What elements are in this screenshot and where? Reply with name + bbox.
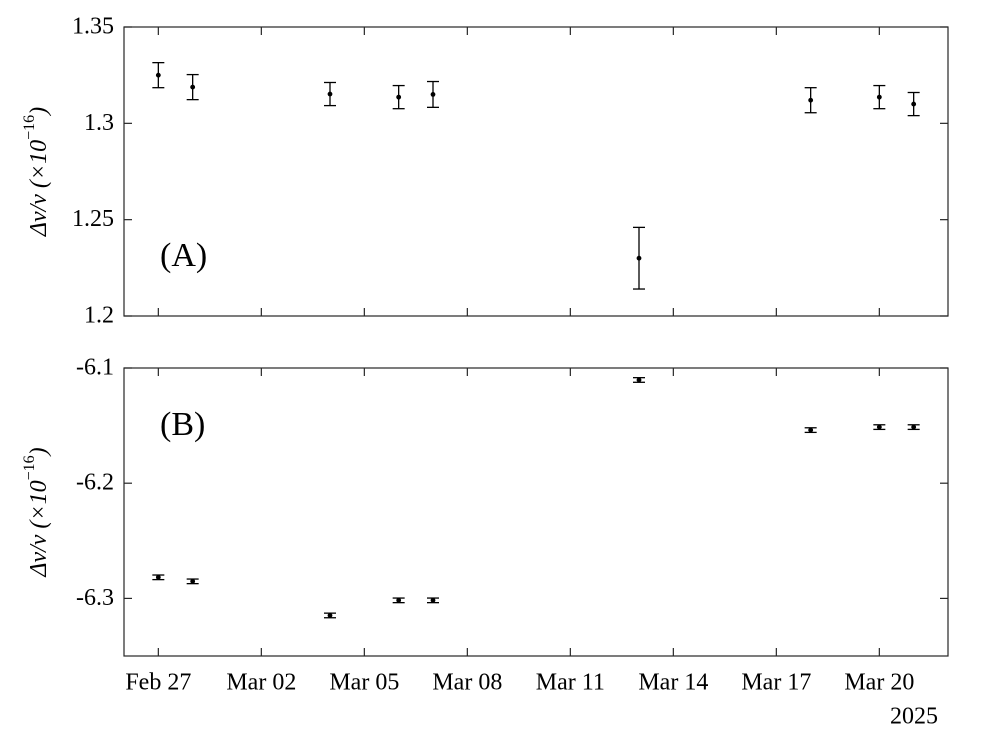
y-label-main: Δν/ν (×10 (26, 140, 52, 237)
data-point (327, 91, 333, 97)
data-point (190, 578, 196, 584)
data-point (396, 597, 402, 603)
data-point (155, 574, 161, 580)
x-tick-label: Mar 05 (329, 670, 399, 696)
y-tick-label: -6.3 (76, 585, 114, 611)
y-tick-label: -6.2 (76, 470, 114, 496)
y-axis-label: Δν/ν (×10−16) (21, 447, 52, 577)
y-tick-label: 1.2 (84, 303, 114, 329)
data-point (911, 101, 917, 107)
panel: 1.2 1.25 1.3 1.35 Δν/ν (×10−16) (A) (21, 14, 949, 329)
y-tick-label: 1.3 (84, 110, 114, 136)
x-tick-label: Mar 17 (741, 670, 811, 696)
data-point (876, 424, 882, 430)
y-label-main: Δν/ν (×10 (26, 480, 52, 577)
x-tick-label: Feb 27 (125, 670, 191, 696)
x-tick-label: Mar 08 (432, 670, 502, 696)
data-point (876, 94, 882, 100)
data-point (808, 97, 814, 103)
y-tick-label: 1.35 (72, 14, 114, 40)
data-point (190, 84, 196, 90)
data-point (430, 92, 436, 97)
panel: -6.3 -6.2 -6.1 Feb 27 Mar 02 Mar 05 Mar 08 Mar … (21, 355, 949, 730)
panel-annotation: (B) (160, 406, 205, 443)
y-label-exponent: −16 (21, 115, 38, 140)
y-label-exponent: −16 (21, 455, 38, 480)
data-point (396, 94, 402, 100)
panel-annotation: (A) (160, 237, 207, 274)
x-tick-label: Mar 20 (844, 670, 914, 696)
data-point (808, 427, 814, 433)
x-tick-label: Mar 14 (638, 670, 708, 696)
y-label-close: ) (26, 107, 52, 117)
x-tick-label: Mar 02 (226, 670, 296, 696)
data-point (327, 613, 333, 618)
data-point (636, 377, 642, 383)
data-point (636, 255, 642, 261)
y-tick-label: -6.1 (76, 355, 114, 381)
y-label-close: ) (26, 447, 52, 457)
plot-frame (123, 26, 949, 317)
data-point (430, 597, 436, 603)
data-point (155, 72, 161, 78)
x-tick-label: Mar 11 (536, 670, 605, 696)
data-point (911, 424, 917, 430)
y-tick-label: 1.25 (72, 206, 114, 232)
x-year-label: 2025 (890, 704, 938, 730)
y-axis-label: Δν/ν (×10−16) (21, 107, 52, 237)
plot-frame (123, 367, 949, 657)
